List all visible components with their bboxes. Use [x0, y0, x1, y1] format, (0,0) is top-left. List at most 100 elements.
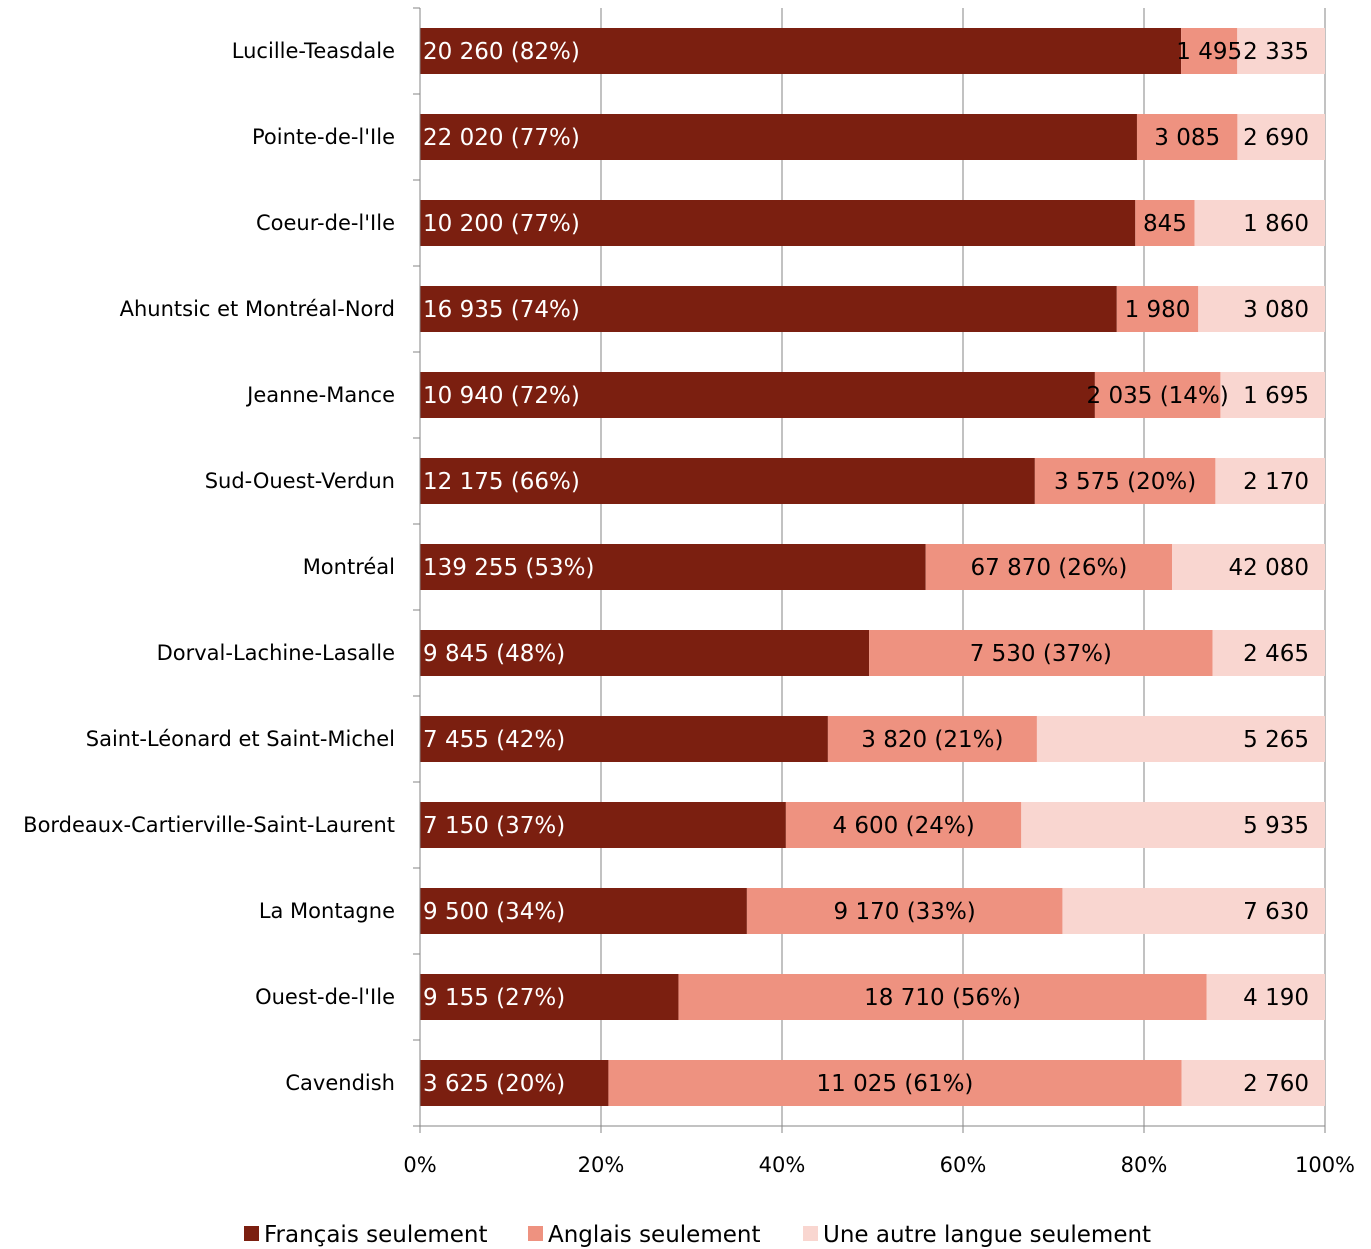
- bar-data-label: 18 710 (56%): [864, 985, 1021, 1011]
- bar-segment-francais-seulement: [420, 974, 679, 1020]
- bar-data-label: 67 870 (26%): [971, 555, 1128, 581]
- bar-segment-une-autre-langue-seulement: [1181, 1060, 1325, 1106]
- bar-segment-francais-seulement: [420, 630, 870, 676]
- bar-data-label: 12 175 (66%): [423, 469, 580, 495]
- bar-segment-francais-seulement: [420, 888, 747, 934]
- bar-segment-une-autre-langue-seulement: [1237, 28, 1325, 74]
- bar-data-label: 2 170: [1243, 469, 1309, 495]
- bar-segment-francais-seulement: [420, 28, 1182, 74]
- bar-data-label: 2 335: [1243, 39, 1309, 65]
- legend-label-francais-seulement: Français seulement: [264, 1222, 488, 1248]
- bar-segment-anglais-seulement: [869, 630, 1213, 676]
- bar-data-label: 4 190: [1243, 985, 1309, 1011]
- category-label: Pointe-de-l'Ile: [252, 125, 395, 149]
- bar-segment-anglais-seulement: [608, 1060, 1182, 1106]
- bar-segment-une-autre-langue-seulement: [1194, 200, 1325, 246]
- bar-data-label: 3 625 (20%): [423, 1071, 565, 1097]
- bar-data-label: 3 820 (21%): [861, 727, 1003, 753]
- bar-labels: 20 260 (82%) 1 495 2 335 22 020 (77%) 3 085 2…: [423, 39, 1309, 1097]
- bar-segment-une-autre-langue-seulement: [1237, 114, 1325, 160]
- bar-data-label: 3 080: [1243, 297, 1309, 323]
- category-label: La Montagne: [259, 899, 395, 923]
- bar-data-label: 1 860: [1243, 211, 1309, 237]
- bar-segment-anglais-seulement: [1094, 372, 1221, 418]
- bar-segment-francais-seulement: [420, 372, 1095, 418]
- legend-label-une-autre-langue-seulement: Une autre langue seulement: [823, 1222, 1151, 1248]
- bar-segment-une-autre-langue-seulement: [1212, 630, 1325, 676]
- bar-data-label: 3 085: [1154, 125, 1220, 151]
- category-label: Lucille-Teasdale: [232, 39, 395, 63]
- bar-segment-anglais-seulement: [678, 974, 1207, 1020]
- bar-data-label: 9 845 (48%): [423, 641, 565, 667]
- legend: Français seulement Anglais seulement Une a…: [244, 1222, 1151, 1248]
- category-label: Montréal: [303, 555, 395, 579]
- bar-data-label: 845: [1143, 211, 1187, 237]
- bar-segment-francais-seulement: [420, 802, 786, 848]
- bar-segment-une-autre-langue-seulement: [1036, 716, 1325, 762]
- bar-data-label: 16 935 (74%): [423, 297, 580, 323]
- bar-data-label: 5 935: [1243, 813, 1309, 839]
- bar-segment-anglais-seulement: [1181, 28, 1238, 74]
- bar-data-label: 1 495: [1176, 39, 1242, 65]
- bar-data-label: 42 080: [1229, 555, 1309, 581]
- bar-data-label: 10 200 (77%): [423, 211, 580, 237]
- bar-segment-une-autre-langue-seulement: [1220, 372, 1325, 418]
- bar-segment-une-autre-langue-seulement: [1172, 544, 1325, 590]
- category-label: Dorval-Lachine-Lasalle: [157, 641, 395, 665]
- category-label: Ahuntsic et Montréal-Nord: [120, 297, 395, 321]
- bar-segment-une-autre-langue-seulement: [1062, 888, 1325, 934]
- bar-data-label: 10 940 (72%): [423, 383, 580, 409]
- bar-segment-francais-seulement: [420, 114, 1137, 160]
- bar-data-label: 22 020 (77%): [423, 125, 580, 151]
- bar-data-label: 4 600 (24%): [832, 813, 974, 839]
- bar-data-label: 9 500 (34%): [423, 899, 565, 925]
- bar-segment-anglais-seulement: [1034, 458, 1216, 504]
- bar-data-label: 20 260 (82%): [423, 39, 580, 65]
- bar-data-label: 2 035 (14%): [1087, 383, 1229, 409]
- bar-data-label: 5 265: [1243, 727, 1309, 753]
- bar-segment-anglais-seulement: [925, 544, 1173, 590]
- x-tick-labels: 0% 20% 40% 60% 80% 100%: [403, 1153, 1355, 1177]
- category-label: Ouest-de-l'Ile: [255, 985, 395, 1009]
- bar-segment-francais-seulement: [420, 1060, 609, 1106]
- bar-segment-anglais-seulement: [785, 802, 1022, 848]
- legend-swatch-une-autre-langue-seulement: [803, 1226, 818, 1241]
- bar-segment-anglais-seulement: [827, 716, 1037, 762]
- x-tick-label: 40%: [759, 1153, 806, 1177]
- bar-data-label: 7 150 (37%): [423, 813, 565, 839]
- bar-segment-une-autre-langue-seulement: [1206, 974, 1325, 1020]
- bar-data-label: 7 530 (37%): [970, 641, 1112, 667]
- x-tick-label: 100%: [1295, 1153, 1355, 1177]
- bar-segment-une-autre-langue-seulement: [1215, 458, 1325, 504]
- legend-swatch-francais-seulement: [244, 1226, 259, 1241]
- category-label: Sud-Ouest-Verdun: [205, 469, 395, 493]
- category-label: Saint-Léonard et Saint-Michel: [86, 727, 395, 751]
- bar-segment-anglais-seulement: [746, 888, 1063, 934]
- bar-data-label: 9 155 (27%): [423, 985, 565, 1011]
- bar-segment-francais-seulement: [420, 286, 1117, 332]
- bar-data-label: 1 695: [1243, 383, 1309, 409]
- bar-data-label: 7 455 (42%): [423, 727, 565, 753]
- category-label: Cavendish: [285, 1071, 395, 1095]
- x-tick-label: 20%: [578, 1153, 625, 1177]
- bar-data-label: 11 025 (61%): [817, 1071, 974, 1097]
- bar-segment-anglais-seulement: [1136, 114, 1238, 160]
- bar-segment-francais-seulement: [420, 200, 1136, 246]
- category-label: Bordeaux-Cartierville-Saint-Laurent: [23, 813, 395, 837]
- bar-segment-francais-seulement: [420, 458, 1035, 504]
- category-label: Coeur-de-l'Ile: [256, 211, 395, 235]
- bar-data-label: 7 630: [1243, 899, 1309, 925]
- x-tick-label: 0%: [403, 1153, 436, 1177]
- bar-segment-francais-seulement: [420, 716, 828, 762]
- category-label: Jeanne-Mance: [245, 383, 395, 407]
- bar-segment-anglais-seulement: [1135, 200, 1195, 246]
- bar-segment-une-autre-langue-seulement: [1198, 286, 1325, 332]
- bar-data-label: 2 465: [1243, 641, 1309, 667]
- x-tick-label: 80%: [1121, 1153, 1168, 1177]
- bar-segment-francais-seulement: [420, 544, 926, 590]
- bar-data-label: 2 690: [1243, 125, 1309, 151]
- bar-segment-anglais-seulement: [1116, 286, 1199, 332]
- bar-data-label: 139 255 (53%): [423, 555, 595, 581]
- category-labels: Lucille-Teasdale Pointe-de-l'Ile Coeur-de-…: [23, 39, 395, 1095]
